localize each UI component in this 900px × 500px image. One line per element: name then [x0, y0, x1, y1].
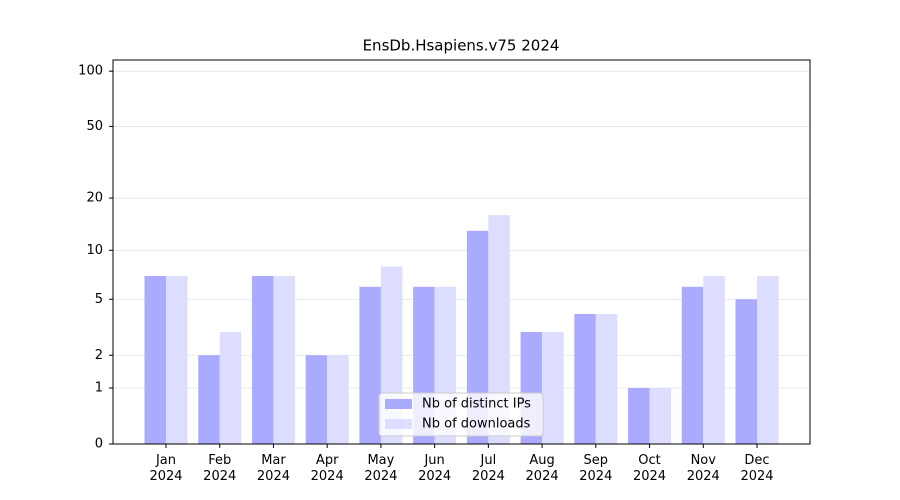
y-tick-label: 2	[95, 348, 103, 363]
bar	[273, 276, 295, 444]
bar	[466, 230, 489, 444]
legend-swatch	[385, 419, 412, 429]
bar	[359, 286, 381, 444]
x-tick-label: Sep 2024	[579, 453, 613, 484]
x-tick-label: Feb 2024	[203, 453, 237, 484]
legend-label: Nb of downloads	[422, 417, 531, 432]
x-tick-label: Jan 2024	[149, 453, 183, 484]
bar	[595, 313, 618, 444]
x-tick-label: Jul 2024	[471, 453, 505, 484]
bar	[628, 388, 650, 444]
x-tick-label: Jun 2024	[418, 453, 452, 484]
bar	[305, 355, 328, 444]
bar	[574, 313, 596, 444]
bar	[757, 276, 779, 444]
bar	[703, 276, 725, 444]
chart-title: EnsDb.Hsapiens.v75 2024	[363, 37, 560, 55]
x-tick-label: Aug 2024	[525, 453, 559, 484]
bar	[198, 355, 220, 444]
bar	[144, 276, 166, 444]
x-tick-label: Nov 2024	[686, 453, 720, 484]
y-tick-label: 10	[86, 243, 103, 258]
legend-box	[378, 392, 544, 437]
bar	[542, 332, 564, 444]
y-tick-label: 5	[95, 292, 103, 307]
x-tick-label: Apr 2024	[310, 453, 344, 484]
bar	[166, 276, 188, 444]
legend-swatch	[385, 399, 412, 409]
bar	[488, 215, 510, 444]
x-tick-label: May 2024	[364, 453, 398, 484]
bar	[649, 388, 672, 444]
x-tick-label: Mar 2024	[256, 453, 290, 484]
y-tick-label: 0	[95, 437, 103, 452]
y-tick-label: 20	[86, 191, 103, 206]
bar	[681, 286, 704, 444]
bar	[735, 299, 757, 444]
plot-frame	[112, 59, 811, 445]
y-tick-label: 100	[78, 64, 103, 79]
x-tick-label: Oct 2024	[632, 453, 667, 484]
bar	[327, 355, 349, 444]
bar	[219, 332, 242, 444]
y-tick-label: 50	[86, 119, 103, 134]
bar	[251, 276, 274, 444]
x-tick-label: Dec 2024	[740, 453, 774, 484]
y-tick-label: 1	[95, 381, 103, 396]
legend-label: Nb of distinct IPs	[422, 397, 531, 412]
